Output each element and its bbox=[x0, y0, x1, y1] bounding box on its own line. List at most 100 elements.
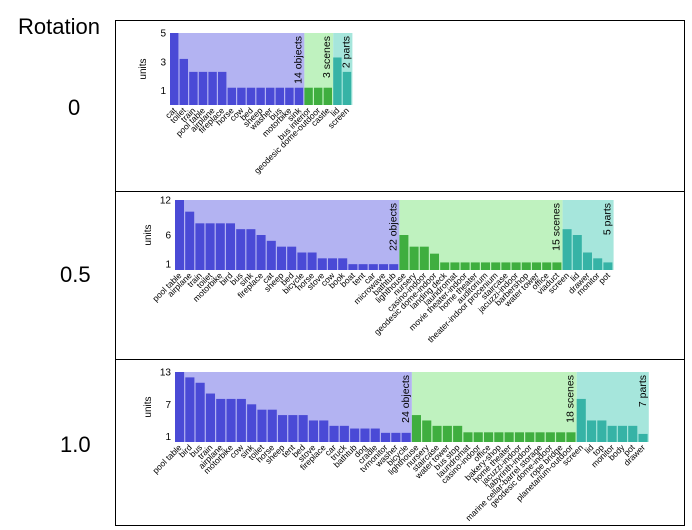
bar bbox=[442, 425, 452, 442]
group-label: 5 parts bbox=[602, 203, 614, 235]
y-tick-label: 3 bbox=[160, 57, 166, 68]
bar bbox=[628, 425, 638, 442]
bar bbox=[246, 87, 256, 105]
bar bbox=[348, 264, 358, 270]
bar bbox=[556, 432, 566, 442]
y-tick-label: 13 bbox=[160, 368, 172, 379]
bar bbox=[481, 262, 490, 270]
bar bbox=[218, 71, 227, 105]
bar bbox=[339, 425, 349, 442]
bar bbox=[226, 223, 235, 270]
bar bbox=[409, 246, 419, 270]
bar bbox=[267, 409, 277, 442]
bar bbox=[170, 33, 179, 105]
group-label: 24 objects bbox=[400, 375, 412, 423]
bar bbox=[450, 262, 460, 270]
bar bbox=[597, 420, 607, 442]
bar bbox=[323, 87, 332, 105]
bar bbox=[317, 258, 327, 270]
bar bbox=[236, 398, 246, 442]
bar bbox=[389, 264, 399, 270]
bar bbox=[298, 415, 308, 442]
bar bbox=[185, 377, 195, 442]
bar bbox=[399, 235, 409, 270]
bar bbox=[236, 229, 246, 270]
bar bbox=[494, 432, 504, 442]
bar bbox=[358, 264, 368, 270]
bar bbox=[401, 432, 411, 442]
y-tick-label: 7 bbox=[165, 400, 171, 411]
bar bbox=[391, 432, 401, 442]
bar bbox=[328, 258, 337, 270]
group-label: 3 scenes bbox=[321, 36, 333, 78]
bar bbox=[329, 425, 339, 442]
bar bbox=[278, 415, 288, 442]
bar bbox=[521, 262, 531, 270]
bar bbox=[525, 432, 535, 442]
bar bbox=[208, 71, 217, 105]
bar bbox=[470, 262, 480, 270]
bar bbox=[179, 58, 188, 105]
bar bbox=[576, 398, 586, 442]
bar bbox=[572, 235, 582, 270]
rotation-value-1.0: 1.0 bbox=[60, 432, 91, 457]
group-label: 7 parts bbox=[637, 375, 649, 407]
y-tick-label: 6 bbox=[165, 231, 171, 242]
bar bbox=[511, 262, 521, 270]
rotation-value-0: 0 bbox=[68, 95, 81, 120]
bar bbox=[432, 425, 442, 442]
bar bbox=[205, 393, 215, 442]
bar bbox=[227, 87, 236, 105]
rotation-value-0.5: 0.5 bbox=[60, 262, 91, 287]
bar bbox=[175, 372, 185, 442]
bar bbox=[319, 420, 329, 442]
bar bbox=[175, 200, 184, 270]
bar bbox=[277, 246, 286, 270]
bar bbox=[247, 404, 257, 442]
bar bbox=[287, 246, 297, 270]
bar bbox=[430, 253, 439, 270]
bar bbox=[360, 428, 370, 442]
bar bbox=[275, 87, 284, 105]
bar bbox=[504, 432, 514, 442]
bar bbox=[473, 432, 483, 442]
bar bbox=[246, 229, 256, 270]
bar bbox=[484, 432, 494, 442]
bar bbox=[419, 246, 429, 270]
bar bbox=[288, 415, 298, 442]
group-label: 15 scenes bbox=[551, 203, 563, 251]
group-label: 2 parts bbox=[340, 36, 352, 68]
bar bbox=[297, 252, 307, 270]
bar bbox=[256, 87, 265, 105]
y-tick-label: 1 bbox=[160, 86, 166, 97]
group-label: 18 scenes bbox=[565, 375, 577, 423]
bar bbox=[491, 262, 501, 270]
bar bbox=[216, 398, 226, 442]
bar bbox=[535, 432, 545, 442]
bar bbox=[460, 262, 470, 270]
bar bbox=[256, 235, 266, 270]
y-tick-label: 5 bbox=[160, 29, 166, 40]
bar bbox=[266, 87, 275, 105]
bar bbox=[350, 428, 360, 442]
y-tick-label: 1 bbox=[165, 260, 171, 271]
bar bbox=[304, 87, 313, 105]
bar bbox=[333, 57, 342, 105]
bar bbox=[226, 398, 236, 442]
bar bbox=[381, 432, 391, 442]
bar bbox=[370, 428, 380, 442]
bar bbox=[587, 420, 597, 442]
bar bbox=[308, 420, 318, 442]
group-label: 14 objects bbox=[292, 36, 304, 84]
bar bbox=[205, 223, 215, 270]
bar bbox=[562, 229, 572, 270]
bar bbox=[607, 425, 617, 442]
bar bbox=[422, 420, 432, 442]
y-axis-label: units bbox=[138, 58, 149, 79]
bar bbox=[566, 432, 576, 442]
category-label: pot bbox=[596, 270, 612, 286]
bar bbox=[189, 71, 198, 105]
group-label: 22 objects bbox=[387, 203, 399, 251]
bar bbox=[638, 433, 648, 442]
bar bbox=[195, 223, 205, 270]
